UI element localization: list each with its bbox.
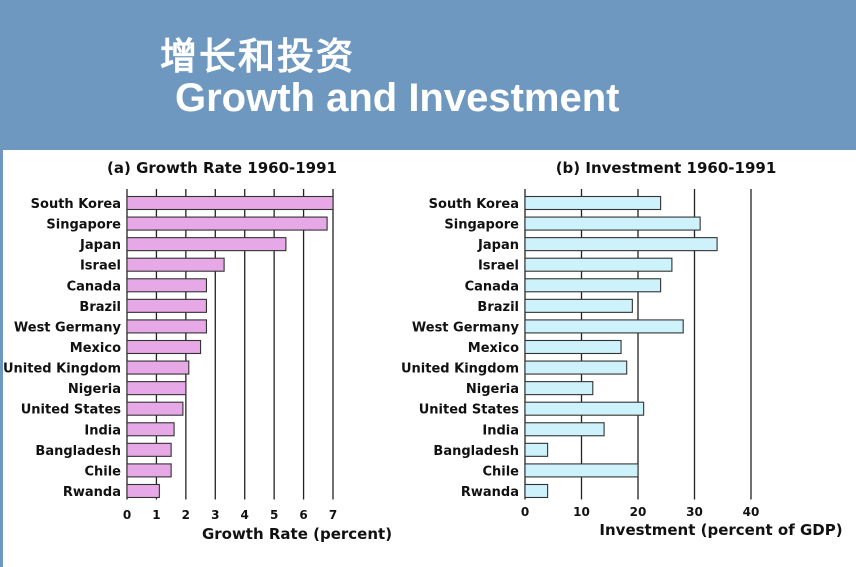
category-label: Nigeria: [466, 382, 519, 397]
bar: [524, 257, 673, 272]
chart-title: (b) Investment 1960-1991: [556, 159, 777, 177]
x-axis-label: Investment (percent of GDP): [599, 521, 842, 539]
category-label: United Kingdom: [401, 362, 519, 377]
category-label: Israel: [80, 259, 121, 274]
category-label: South Korea: [429, 197, 519, 212]
category-label: United States: [419, 403, 520, 418]
bar: [126, 237, 287, 252]
bar: [524, 319, 684, 334]
bar: [126, 278, 208, 293]
category-label: Japan: [79, 238, 121, 253]
bar: [126, 463, 172, 478]
bar: [126, 381, 187, 396]
bar: [524, 483, 549, 499]
bar: [126, 422, 175, 437]
investment-chart: (b) Investment 1960-1991 South Korea Singa…: [401, 159, 843, 539]
bar: [126, 483, 160, 499]
category-label: Rwanda: [63, 485, 121, 500]
charts-area: (a) Growth Rate 1960-1991 South Korea Sing…: [3, 159, 843, 543]
bar: [524, 401, 645, 416]
tick-label: 40: [743, 505, 760, 519]
category-label: Japan: [477, 238, 519, 253]
category-label: West Germany: [14, 320, 122, 335]
tick-label: 4: [241, 508, 249, 522]
bar: [126, 216, 328, 231]
category-label: Bangladesh: [35, 444, 121, 459]
category-label: Brazil: [477, 300, 519, 315]
title-english: Growth and Investment: [175, 76, 620, 120]
bar: [524, 237, 718, 252]
tick-label: 7: [329, 508, 337, 522]
category-label: Bangladesh: [433, 444, 519, 459]
bar: [524, 216, 701, 231]
category-label: Brazil: [79, 300, 121, 315]
category-label: United Kingdom: [3, 362, 121, 377]
category-label: United States: [21, 403, 122, 418]
tick-label: 0: [521, 505, 529, 519]
bar: [524, 360, 628, 375]
tick-label: 6: [299, 508, 307, 522]
tick-label: 3: [211, 508, 219, 522]
category-label: Canada: [465, 279, 519, 294]
x-axis-label: Growth Rate (percent): [202, 525, 392, 543]
title-chinese: 增长和投资: [160, 35, 355, 78]
bar: [524, 195, 662, 211]
growth-rate-chart: (a) Growth Rate 1960-1991 South Korea Sing…: [3, 159, 392, 543]
tick-label: 0: [123, 508, 131, 522]
tick-label: 20: [630, 505, 647, 519]
category-label: Mexico: [468, 341, 519, 356]
bar: [126, 339, 202, 355]
bar: [524, 463, 639, 478]
bar: [524, 278, 662, 293]
tick-label: 30: [686, 505, 703, 519]
bar: [524, 422, 605, 437]
header-banner: 增长和投资 Growth and Investment: [0, 0, 856, 150]
tick-label: 5: [270, 508, 278, 522]
category-label: Rwanda: [461, 485, 519, 500]
bar: [524, 339, 622, 355]
tick-label: 10: [573, 505, 590, 519]
category-label: Singapore: [46, 218, 121, 233]
bar: [126, 319, 208, 334]
bar: [524, 442, 549, 457]
tick-label: 1: [152, 508, 160, 522]
bar: [126, 360, 190, 375]
category-label: Canada: [67, 279, 121, 294]
bar: [524, 298, 633, 313]
bar: [126, 442, 172, 457]
category-label: Israel: [478, 259, 519, 274]
bar: [126, 257, 225, 272]
category-label: India: [482, 423, 519, 438]
bar: [126, 298, 208, 313]
bar: [126, 401, 184, 416]
chart-title: (a) Growth Rate 1960-1991: [107, 159, 337, 177]
category-label: West Germany: [412, 320, 520, 335]
tick-label: 2: [182, 508, 190, 522]
category-label: South Korea: [31, 197, 121, 212]
category-label: Nigeria: [68, 382, 121, 397]
bar: [524, 381, 594, 396]
category-label: India: [84, 423, 121, 438]
category-label: Singapore: [444, 218, 519, 233]
left-edge-strip: [0, 150, 3, 567]
category-label: Chile: [482, 464, 519, 479]
category-label: Chile: [84, 464, 121, 479]
category-label: Mexico: [70, 341, 121, 356]
bar: [126, 195, 334, 211]
